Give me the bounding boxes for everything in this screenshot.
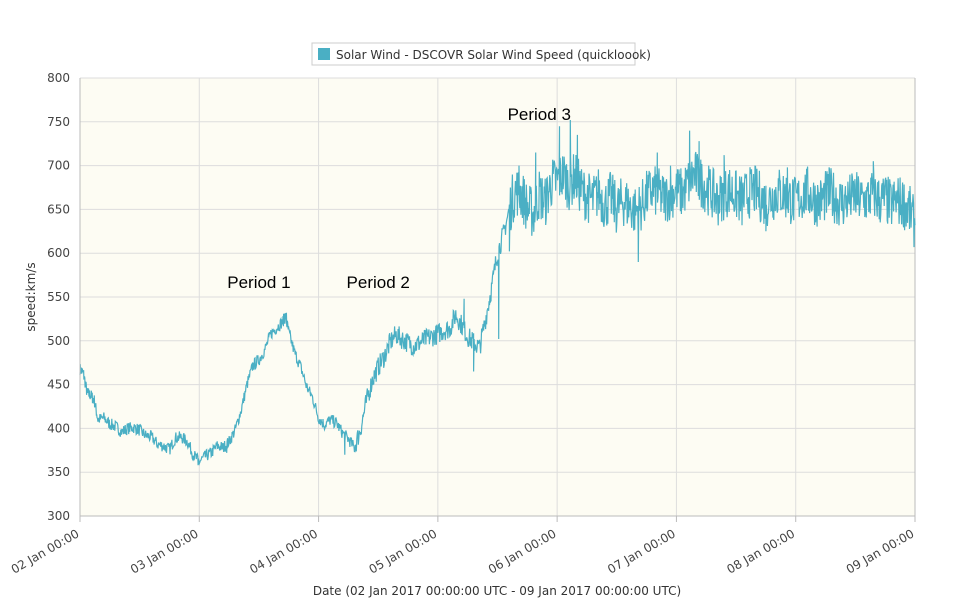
x-tick-label: 02 Jan 00:00	[9, 526, 82, 576]
x-tick-label: 05 Jan 00:00	[367, 526, 440, 576]
y-tick-label: 550	[47, 290, 70, 304]
y-tick-label: 600	[47, 246, 70, 260]
x-tick-label: 08 Jan 00:00	[724, 526, 797, 576]
y-tick-label: 800	[47, 71, 70, 85]
y-axis-ticks: 300 350 400 450 500 550 600 650 700 750 800	[47, 71, 70, 523]
legend-label[interactable]: Solar Wind - DSCOVR Solar Wind Speed (qu…	[336, 48, 651, 62]
x-tick-label: 09 Jan 00:00	[844, 526, 917, 576]
y-tick-label: 400	[47, 421, 70, 435]
series-layer	[79, 119, 916, 466]
annotations-layer: Period 1 Period 2 Period 3	[227, 105, 571, 292]
y-tick-label: 450	[47, 378, 70, 392]
x-tick-label: 04 Jan 00:00	[247, 526, 320, 576]
gridlines	[80, 77, 916, 516]
x-axis-label: Date (02 Jan 2017 00:00:00 UTC - 09 Jan …	[313, 584, 681, 598]
y-tick-label: 700	[47, 159, 70, 173]
legend-box	[311, 42, 636, 66]
series-line-solar-wind-speed[interactable]	[79, 119, 916, 466]
legend-swatch	[318, 48, 330, 60]
annotation-period-3: Period 3	[508, 105, 571, 124]
y-tick-label: 650	[47, 202, 70, 216]
x-tick-label: 06 Jan 00:00	[486, 526, 559, 576]
x-tick-label: 07 Jan 00:00	[605, 526, 678, 576]
legend[interactable]: Solar Wind - DSCOVR Solar Wind Speed (qu…	[311, 42, 651, 66]
x-tick-label: 03 Jan 00:00	[128, 526, 201, 576]
x-axis-ticks: 02 Jan 00:00 03 Jan 00:00 04 Jan 00:00 05 J…	[9, 516, 917, 577]
y-tick-label: 500	[47, 334, 70, 348]
y-axis-label: speed:km/s	[24, 262, 38, 331]
annotation-period-1: Period 1	[227, 273, 290, 292]
y-tick-label: 350	[47, 465, 70, 479]
annotation-period-2: Period 2	[347, 273, 410, 292]
y-tick-label: 300	[47, 509, 70, 523]
y-tick-label: 750	[47, 115, 70, 129]
